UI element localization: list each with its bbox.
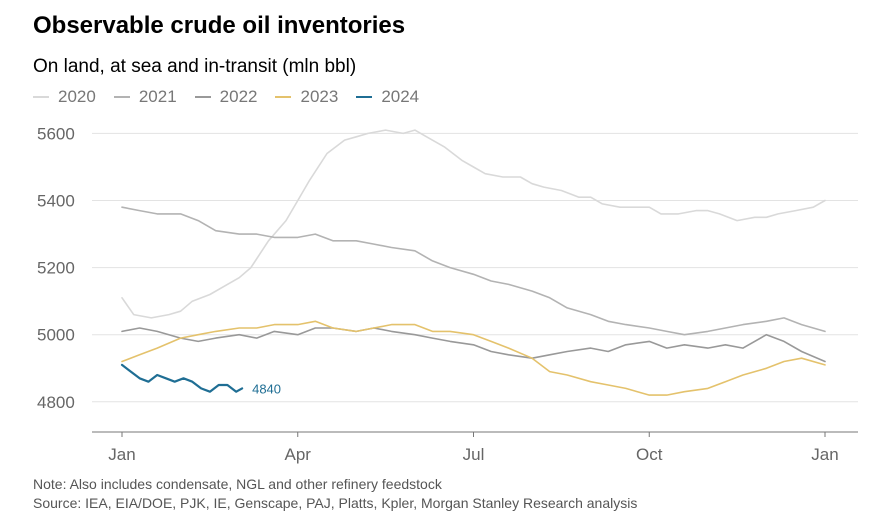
source-text: Source: IEA, EIA/DOE, PJK, IE, Genscape,… [33,495,638,511]
series-line-2024 [120,363,244,393]
legend-label-2023: 2023 [300,87,339,106]
y-tick-label: 5600 [37,124,75,143]
legend-label-2020: 2020 [58,87,96,106]
x-tick-label: Jul [463,445,485,464]
x-tick-label: Oct [636,445,663,464]
legend-item-2021: 2021 [113,87,177,107]
x-tick-label: Apr [285,445,312,464]
chart-legend: 2020 2021 2022 2023 2024 [33,87,419,107]
legend-item-2023: 2023 [275,87,338,107]
x-tick-label: Jan [108,445,135,464]
end-value-label: 4840 [252,381,281,396]
y-tick-label: 5000 [37,326,75,345]
series-line-2020 [121,129,826,319]
chart-footnote: Note: Also includes condensate, NGL and … [33,475,637,513]
note-text: Note: Also includes condensate, NGL and … [33,476,442,492]
legend-swatch-2023 [275,96,292,98]
y-tick-label: 4800 [37,393,75,412]
legend-swatch-2020 [33,96,49,98]
y-tick-label: 5400 [37,192,75,211]
legend-swatch-2021 [113,96,130,98]
legend-item-2024: 2024 [356,87,419,107]
series-line-2023 [121,320,826,396]
y-tick-label: 5200 [37,259,75,278]
chart-subtitle: On land, at sea and in-transit (mln bbl) [33,56,357,77]
x-tick-label: Jan [811,445,838,464]
legend-label-2021: 2021 [138,87,177,106]
legend-swatch-2022 [194,96,211,98]
legend-label-2022: 2022 [219,87,258,106]
legend-item-2020: 2020 [33,87,96,107]
chart-title: Observable crude oil inventories [33,12,406,39]
series-line-2022 [121,327,826,363]
legend-swatch-2024 [356,96,373,98]
legend-label-2024: 2024 [381,87,420,106]
series-line-2021 [121,206,826,336]
legend-item-2022: 2022 [194,87,258,107]
